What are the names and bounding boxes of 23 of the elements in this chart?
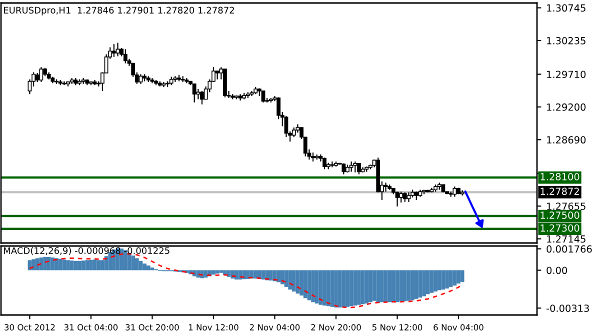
y-tick-label: 1.29200 [547,103,586,111]
x-tick-label: 31 Oct 20:00 [126,324,179,330]
ref-line-label: 1.27300 [540,224,580,232]
y-tick-label: 1.27145 [547,235,586,243]
x-tick-label: 31 Oct 04:00 [64,324,118,330]
y-tick-label: 1.28690 [547,136,586,144]
ref-line-label: 1.27872 [540,188,579,195]
ref-line-label: 1.27500 [540,212,580,219]
chart-title: EURUSDpro,H1 1.27846 1.27901 1.27820 1.27872 [4,6,234,16]
y-tick-label: -0.00313 [546,304,589,312]
x-tick-label: 2 Nov 20:00 [311,324,361,330]
x-tick-label: 1 Nov 12:00 [188,324,238,330]
y-tick-label: 1.29710 [547,70,586,78]
y-tick-label: 0.00 [546,266,568,274]
y-tick-label: 1.27655 [547,202,586,210]
x-tick-label: 6 Nov 04:00 [434,324,484,330]
ref-line-label: 1.28100 [540,173,580,180]
y-tick-label: 1.30235 [547,37,586,44]
x-tick-label: 5 Nov 12:00 [372,324,422,330]
y-tick-label: 0.001766 [546,245,592,253]
x-tick-label: 2 Nov 04:00 [250,324,300,330]
y-tick-label: 1.30745 [547,4,586,12]
x-tick-label: 30 Oct 2012 [4,324,55,330]
